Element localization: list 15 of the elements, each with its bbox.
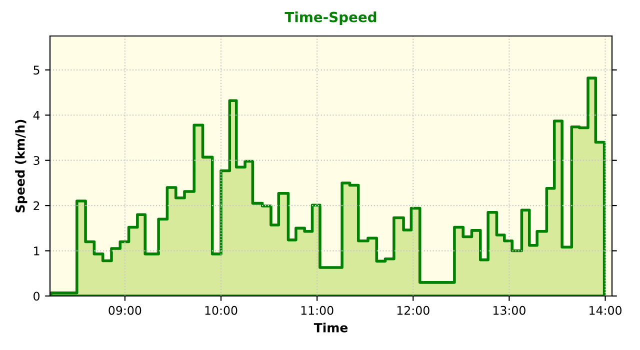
- y-tick-label: 3: [34, 156, 40, 165]
- y-tick-label: 5: [34, 66, 40, 75]
- y-tick-label: 0: [34, 292, 40, 301]
- x-axis-title: Time: [314, 322, 348, 332]
- x-tick-label: 11:00: [301, 306, 334, 315]
- x-tick-label: 09:00: [108, 306, 142, 315]
- x-tick-label: 14:00: [590, 306, 622, 315]
- x-tick-label: 12:00: [397, 306, 430, 315]
- chart-title: Time-Speed: [284, 12, 376, 25]
- y-tick-label: 2: [34, 201, 40, 210]
- y-tick-label: 1: [34, 246, 40, 256]
- x-tick-label: 13:00: [493, 306, 526, 315]
- y-axis-title: Speed (km/h): [15, 120, 28, 212]
- y-tick-label: 4: [33, 111, 40, 120]
- x-tick-label: 10:00: [205, 306, 238, 315]
